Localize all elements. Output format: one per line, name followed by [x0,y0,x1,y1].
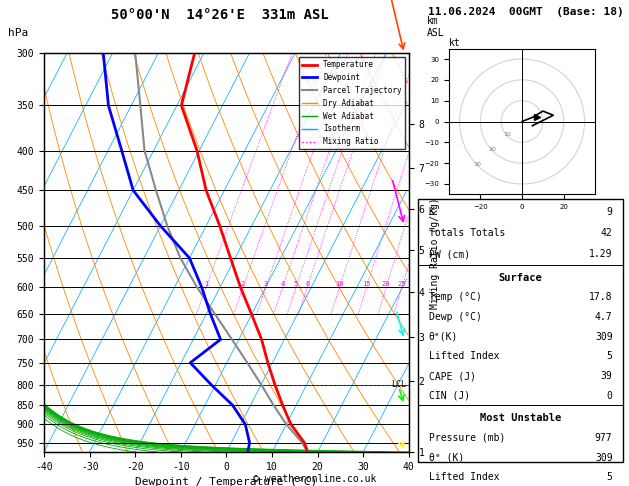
Legend: Temperature, Dewpoint, Parcel Trajectory, Dry Adiabat, Wet Adiabat, Isotherm, Mi: Temperature, Dewpoint, Parcel Trajectory… [299,57,405,149]
Text: CIN (J): CIN (J) [428,391,470,401]
Text: 15: 15 [362,281,370,287]
Text: 50°00'N  14°26'E  331m ASL: 50°00'N 14°26'E 331m ASL [111,8,329,22]
Text: Pressure (mb): Pressure (mb) [428,433,505,443]
Text: 309: 309 [595,332,613,342]
Text: 39: 39 [601,371,613,381]
Text: θᵉ(K): θᵉ(K) [428,332,458,342]
Text: LCL: LCL [392,380,406,389]
Text: CAPE (J): CAPE (J) [428,371,476,381]
Text: 4: 4 [281,281,285,287]
Text: 25: 25 [398,281,406,287]
Text: Lifted Index: Lifted Index [428,472,499,482]
Text: 10: 10 [335,281,344,287]
Text: 1: 1 [204,281,208,287]
Text: 9: 9 [606,207,613,217]
Text: Lifted Index: Lifted Index [428,351,499,362]
Text: 6: 6 [305,281,309,287]
Text: 20: 20 [382,281,391,287]
Text: θᵉ (K): θᵉ (K) [428,452,464,463]
Text: 17.8: 17.8 [589,293,613,302]
Text: PW (cm): PW (cm) [428,249,470,259]
X-axis label: Dewpoint / Temperature (°C): Dewpoint / Temperature (°C) [135,477,318,486]
Text: Temp (°C): Temp (°C) [428,293,481,302]
Text: 42: 42 [601,228,613,238]
Y-axis label: Mixing Ratio (g/kg): Mixing Ratio (g/kg) [430,197,440,309]
Text: K: K [428,207,435,217]
Text: 11.06.2024  00GMT  (Base: 18): 11.06.2024 00GMT (Base: 18) [428,7,623,17]
Text: 10: 10 [503,133,511,138]
Text: 0: 0 [606,391,613,401]
Text: 4.7: 4.7 [595,312,613,322]
Text: 5: 5 [606,351,613,362]
Text: 5: 5 [606,472,613,482]
Text: © weatheronline.co.uk: © weatheronline.co.uk [253,473,376,484]
Text: Totals Totals: Totals Totals [428,228,505,238]
Text: 30: 30 [473,162,481,168]
Text: 1.29: 1.29 [589,249,613,259]
Text: kt: kt [449,38,461,48]
Text: km
ASL: km ASL [427,16,445,37]
Text: Dewp (°C): Dewp (°C) [428,312,481,322]
Text: Most Unstable: Most Unstable [480,413,561,423]
Text: 2: 2 [241,281,245,287]
Text: 309: 309 [595,452,613,463]
Text: 977: 977 [595,433,613,443]
Text: 5: 5 [294,281,298,287]
Text: hPa: hPa [8,28,28,37]
Text: Surface: Surface [499,273,542,283]
Text: 3: 3 [264,281,268,287]
Text: 20: 20 [488,147,496,153]
